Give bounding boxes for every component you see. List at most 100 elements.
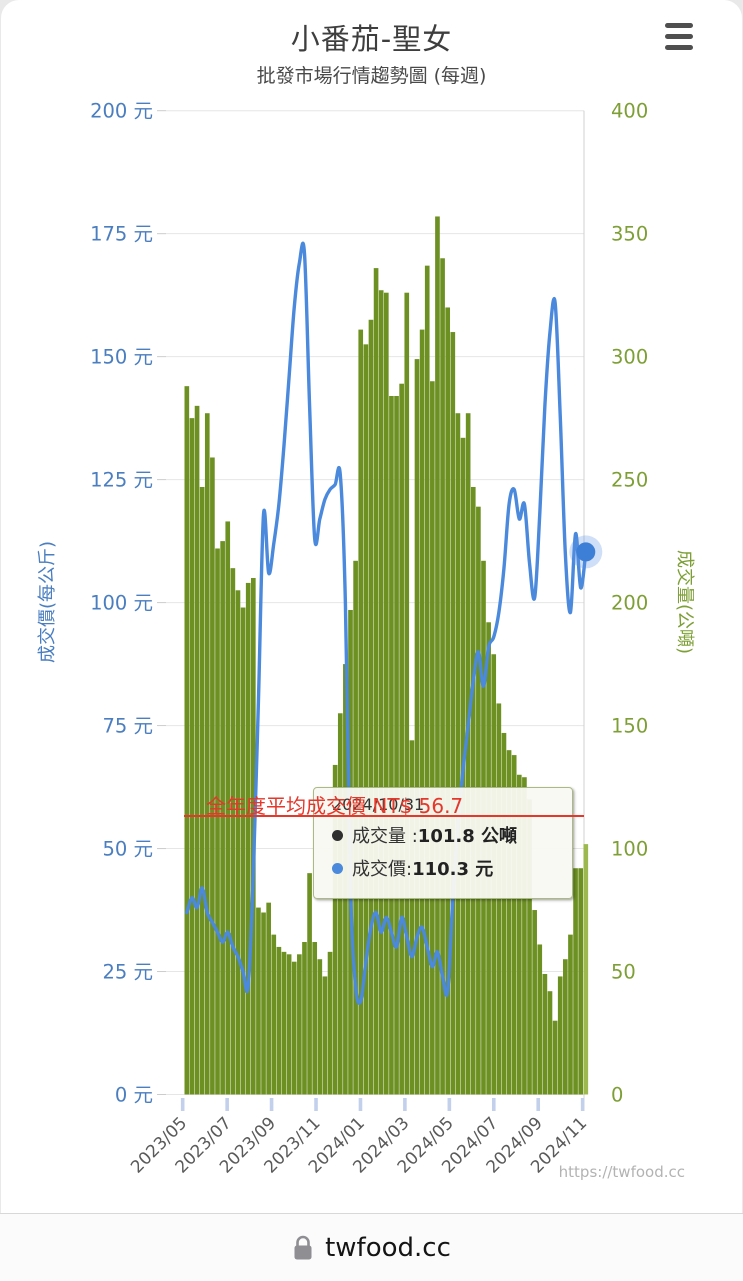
price-dot-icon [332,862,343,874]
x-axis-tick [403,1098,407,1111]
volume-bar[interactable] [414,359,420,1095]
volume-bar[interactable] [424,265,430,1095]
volume-bar[interactable] [225,521,231,1095]
volume-bar[interactable] [276,946,282,1095]
price-volume-chart[interactable]: 2023/052023/072023/092023/112024/012024/… [1,0,742,1213]
browser-address-bar[interactable]: twfood.cc [0,1213,743,1281]
volume-bar[interactable] [568,934,573,1095]
volume-bar[interactable] [194,405,200,1095]
volume-tick-label: 50 [611,961,636,984]
average-price-line [184,814,584,817]
volume-bar[interactable] [516,774,522,1095]
volume-bar[interactable] [322,976,328,1095]
volume-bar[interactable] [184,386,190,1095]
volume-bar[interactable] [578,868,584,1095]
tooltip-price-row: 成交價: 110.3 元 [332,855,572,881]
volume-bar[interactable] [235,590,241,1095]
price-tick-label: 125 元 [90,469,153,492]
volume-bar[interactable] [266,902,271,1095]
volume-bar[interactable] [527,799,532,1095]
volume-bar[interactable] [394,396,399,1095]
price-tick-label: 75 元 [102,715,153,738]
volume-bar[interactable] [373,268,379,1095]
volume-bar[interactable] [409,740,415,1095]
hamburger-bar [665,34,693,39]
volume-bar[interactable] [419,329,425,1095]
volume-bar[interactable] [465,413,471,1095]
tooltip-price-label: 成交價: [352,859,413,880]
volume-bar[interactable] [399,383,404,1095]
tooltip-volume-label: 成交量 : [352,826,418,847]
volume-bar[interactable] [240,607,246,1095]
volume-bar[interactable] [532,910,537,1095]
tooltip-price-value: 110.3 元 [412,859,494,880]
volume-bar[interactable] [435,216,440,1095]
volume-bar[interactable] [522,777,527,1095]
volume-bar[interactable] [199,487,205,1095]
volume-bar[interactable] [261,912,266,1095]
volume-bar[interactable] [542,973,548,1095]
volume-bar[interactable] [573,868,578,1095]
volume-bar[interactable] [271,934,277,1095]
volume-bar[interactable] [450,332,456,1095]
volume-bar[interactable] [358,329,364,1095]
volume-bar[interactable] [368,319,374,1095]
volume-bar[interactable] [210,457,215,1095]
price-tick-label: 0 元 [115,1084,153,1107]
volume-bar[interactable] [317,959,323,1095]
volume-bar[interactable] [440,258,445,1095]
volume-bar[interactable] [332,764,338,1095]
volume-bar[interactable] [563,959,568,1095]
volume-bar[interactable] [506,750,512,1095]
volume-bar[interactable] [363,344,369,1095]
price-line[interactable] [185,241,588,1005]
price-tick-label: 150 元 [90,346,153,369]
volume-bar[interactable] [583,844,589,1095]
volume-tick-label: 400 [611,100,648,123]
volume-bar[interactable] [230,568,236,1095]
volume-bar[interactable] [537,944,543,1095]
volume-bar[interactable] [245,582,251,1095]
volume-bar[interactable] [297,954,302,1095]
volume-tick-label: 200 [611,592,648,615]
volume-tick-label: 0 [611,1084,623,1107]
volume-bar[interactable] [189,418,195,1095]
volume-bar[interactable] [307,873,312,1095]
volume-bar[interactable] [430,381,435,1095]
hamburger-bar [665,45,693,50]
volume-bar[interactable] [220,541,225,1095]
volume-bar[interactable] [281,951,287,1095]
tooltip-date: 2024/10/31 [332,795,425,814]
tooltip-volume-row: 成交量 : 101.8 公噸 [332,822,572,848]
volume-bar[interactable] [404,292,410,1095]
volume-bar[interactable] [286,954,292,1095]
volume-bar[interactable] [204,413,210,1095]
volume-axis-title: 成交量(公噸) [674,550,695,654]
price-marker[interactable] [576,542,596,562]
volume-bar[interactable] [552,1020,558,1095]
tooltip-volume-value: 101.8 公噸 [417,826,517,847]
x-axis-tick [180,1098,185,1111]
volume-bar[interactable] [312,942,318,1095]
volume-bar[interactable] [337,713,343,1095]
volume-bar[interactable] [291,961,297,1095]
volume-bar[interactable] [389,396,394,1095]
price-tick-label: 175 元 [90,223,153,246]
volume-bar[interactable] [455,413,461,1095]
url-text: twfood.cc [325,1232,451,1263]
volume-bar[interactable] [511,755,517,1095]
volume-bar[interactable] [302,942,307,1095]
volume-bar[interactable] [445,307,451,1095]
menu-hamburger-icon[interactable] [665,23,693,50]
volume-bar[interactable] [501,732,507,1095]
volume-bar[interactable] [557,976,563,1095]
volume-bar[interactable] [547,991,553,1095]
volume-bar[interactable] [215,548,220,1095]
x-axis-tick [358,1098,363,1111]
x-axis-tick [491,1098,496,1111]
price-tick-label: 200 元 [90,100,153,123]
volume-bar[interactable] [256,907,261,1095]
volume-bar[interactable] [327,951,333,1095]
volume-bar[interactable] [378,290,384,1095]
volume-bar[interactable] [383,292,389,1095]
